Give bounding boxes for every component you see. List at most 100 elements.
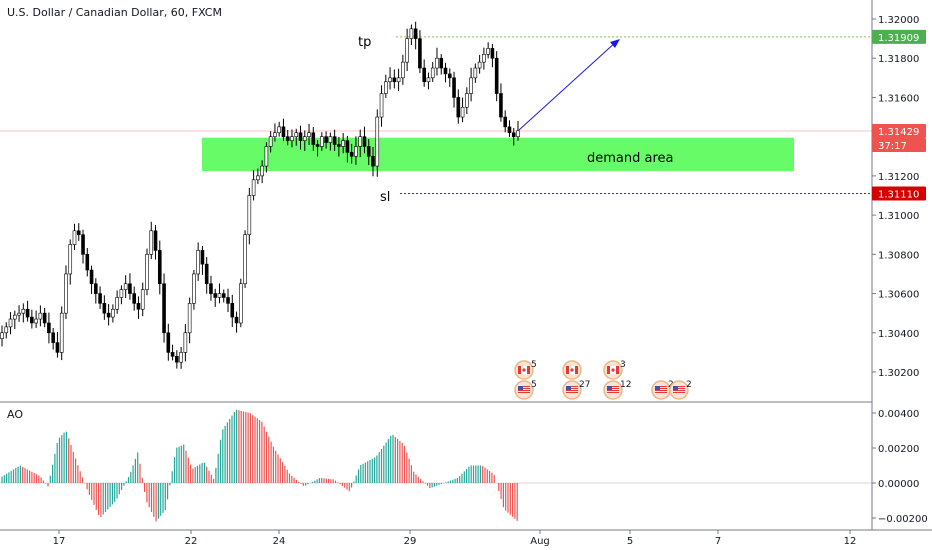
candle-body[interactable] [294, 132, 299, 137]
candle-body[interactable] [447, 73, 452, 79]
candle-body[interactable] [264, 146, 269, 167]
candle-body[interactable] [366, 146, 371, 157]
candle-body[interactable] [200, 250, 205, 265]
candle-body[interactable] [465, 93, 469, 108]
candle-body[interactable] [290, 136, 294, 141]
candle-body[interactable] [140, 289, 145, 310]
candles-layer[interactable] [0, 21, 520, 369]
candle-body[interactable] [405, 38, 409, 63]
candle-body[interactable] [260, 165, 264, 177]
candle-body[interactable] [379, 93, 384, 118]
candle-body[interactable] [486, 48, 490, 55]
candle-body[interactable] [47, 322, 51, 334]
candle-body[interactable] [392, 77, 397, 83]
candle-body[interactable] [251, 179, 256, 196]
candle-body[interactable] [209, 283, 213, 294]
candle-body[interactable] [30, 316, 34, 324]
canada-event-icon[interactable] [562, 360, 582, 380]
candle-body[interactable] [247, 195, 252, 236]
candle-body[interactable] [192, 273, 196, 304]
candle-body[interactable] [145, 254, 149, 290]
candle-body[interactable] [473, 67, 478, 79]
candle-body[interactable] [102, 303, 107, 314]
candle-body[interactable] [196, 250, 200, 275]
candle-body[interactable] [0, 332, 4, 339]
candle-body[interactable] [273, 132, 277, 137]
candle-body[interactable] [371, 155, 375, 167]
candle-body[interactable] [68, 244, 73, 275]
candle-body[interactable] [388, 77, 392, 83]
candle-body[interactable] [187, 303, 192, 334]
us-event-icon[interactable]: 12 [603, 380, 631, 400]
candle-body[interactable] [384, 81, 388, 94]
candle-body[interactable] [221, 293, 226, 298]
candle-body[interactable] [25, 308, 30, 318]
candle-body[interactable] [106, 312, 111, 318]
candle-body[interactable] [349, 152, 354, 157]
candle-body[interactable] [511, 132, 516, 137]
candle-body[interactable] [217, 293, 222, 298]
candle-body[interactable] [115, 297, 119, 310]
candle-body[interactable] [166, 332, 171, 353]
candle-body[interactable] [315, 144, 320, 147]
candle-body[interactable] [516, 130, 520, 137]
candle-body[interactable] [426, 77, 431, 83]
candle-body[interactable] [153, 230, 158, 251]
us-event-icon[interactable]: 27 [562, 380, 590, 400]
candle-body[interactable] [311, 132, 316, 145]
candle-body[interactable] [430, 67, 435, 79]
candle-body[interactable] [256, 175, 260, 181]
candle-body[interactable] [17, 312, 21, 316]
candle-body[interactable] [72, 230, 77, 245]
candle-body[interactable] [94, 283, 98, 294]
candle-body[interactable] [362, 136, 367, 147]
candle-body[interactable] [149, 230, 154, 255]
candle-body[interactable] [375, 116, 380, 167]
candle-body[interactable] [281, 126, 286, 137]
candle-body[interactable] [64, 273, 68, 314]
canada-event-icon[interactable]: 3 [603, 360, 626, 380]
candle-body[interactable] [12, 314, 17, 320]
candle-body[interactable] [298, 132, 303, 141]
candle-body[interactable] [76, 230, 81, 236]
candle-body[interactable] [34, 318, 38, 324]
candle-body[interactable] [337, 144, 341, 147]
candle-body[interactable] [324, 136, 328, 143]
events-layer[interactable]: 552731222 [514, 360, 692, 400]
candle-body[interactable] [443, 67, 448, 75]
candle-body[interactable] [494, 57, 499, 94]
candle-body[interactable] [482, 53, 486, 63]
canada-event-icon[interactable]: 5 [514, 360, 537, 380]
candle-body[interactable] [4, 326, 9, 334]
candle-body[interactable] [358, 136, 363, 147]
candle-body[interactable] [21, 308, 26, 314]
time-axis[interactable]: 17 22 24 29 Aug 5 7 12 [53, 530, 857, 547]
candle-body[interactable] [490, 48, 495, 59]
candle-body[interactable] [302, 136, 307, 141]
candle-body[interactable] [507, 126, 512, 134]
candle-body[interactable] [59, 312, 64, 353]
candle-body[interactable] [477, 61, 482, 69]
candle-body[interactable] [175, 356, 179, 363]
candle-body[interactable] [460, 106, 465, 118]
candle-body[interactable] [38, 312, 43, 320]
candle-body[interactable] [230, 303, 235, 318]
candle-body[interactable] [499, 93, 503, 118]
candle-body[interactable] [456, 97, 461, 118]
candle-body[interactable] [409, 28, 414, 39]
us-event-icon[interactable]: 5 [514, 380, 537, 400]
candle-body[interactable] [213, 293, 218, 298]
candle-body[interactable] [123, 283, 128, 290]
candle-body[interactable] [418, 38, 422, 69]
demand-area-zone[interactable] [202, 137, 794, 171]
candle-body[interactable] [328, 136, 333, 143]
candle-body[interactable] [81, 234, 85, 255]
candle-body[interactable] [226, 297, 230, 304]
candle-body[interactable] [157, 250, 162, 285]
candle-body[interactable] [439, 57, 444, 69]
candle-body[interactable] [243, 234, 247, 285]
candle-body[interactable] [345, 140, 350, 153]
candle-body[interactable] [285, 136, 290, 141]
candle-body[interactable] [401, 61, 405, 79]
